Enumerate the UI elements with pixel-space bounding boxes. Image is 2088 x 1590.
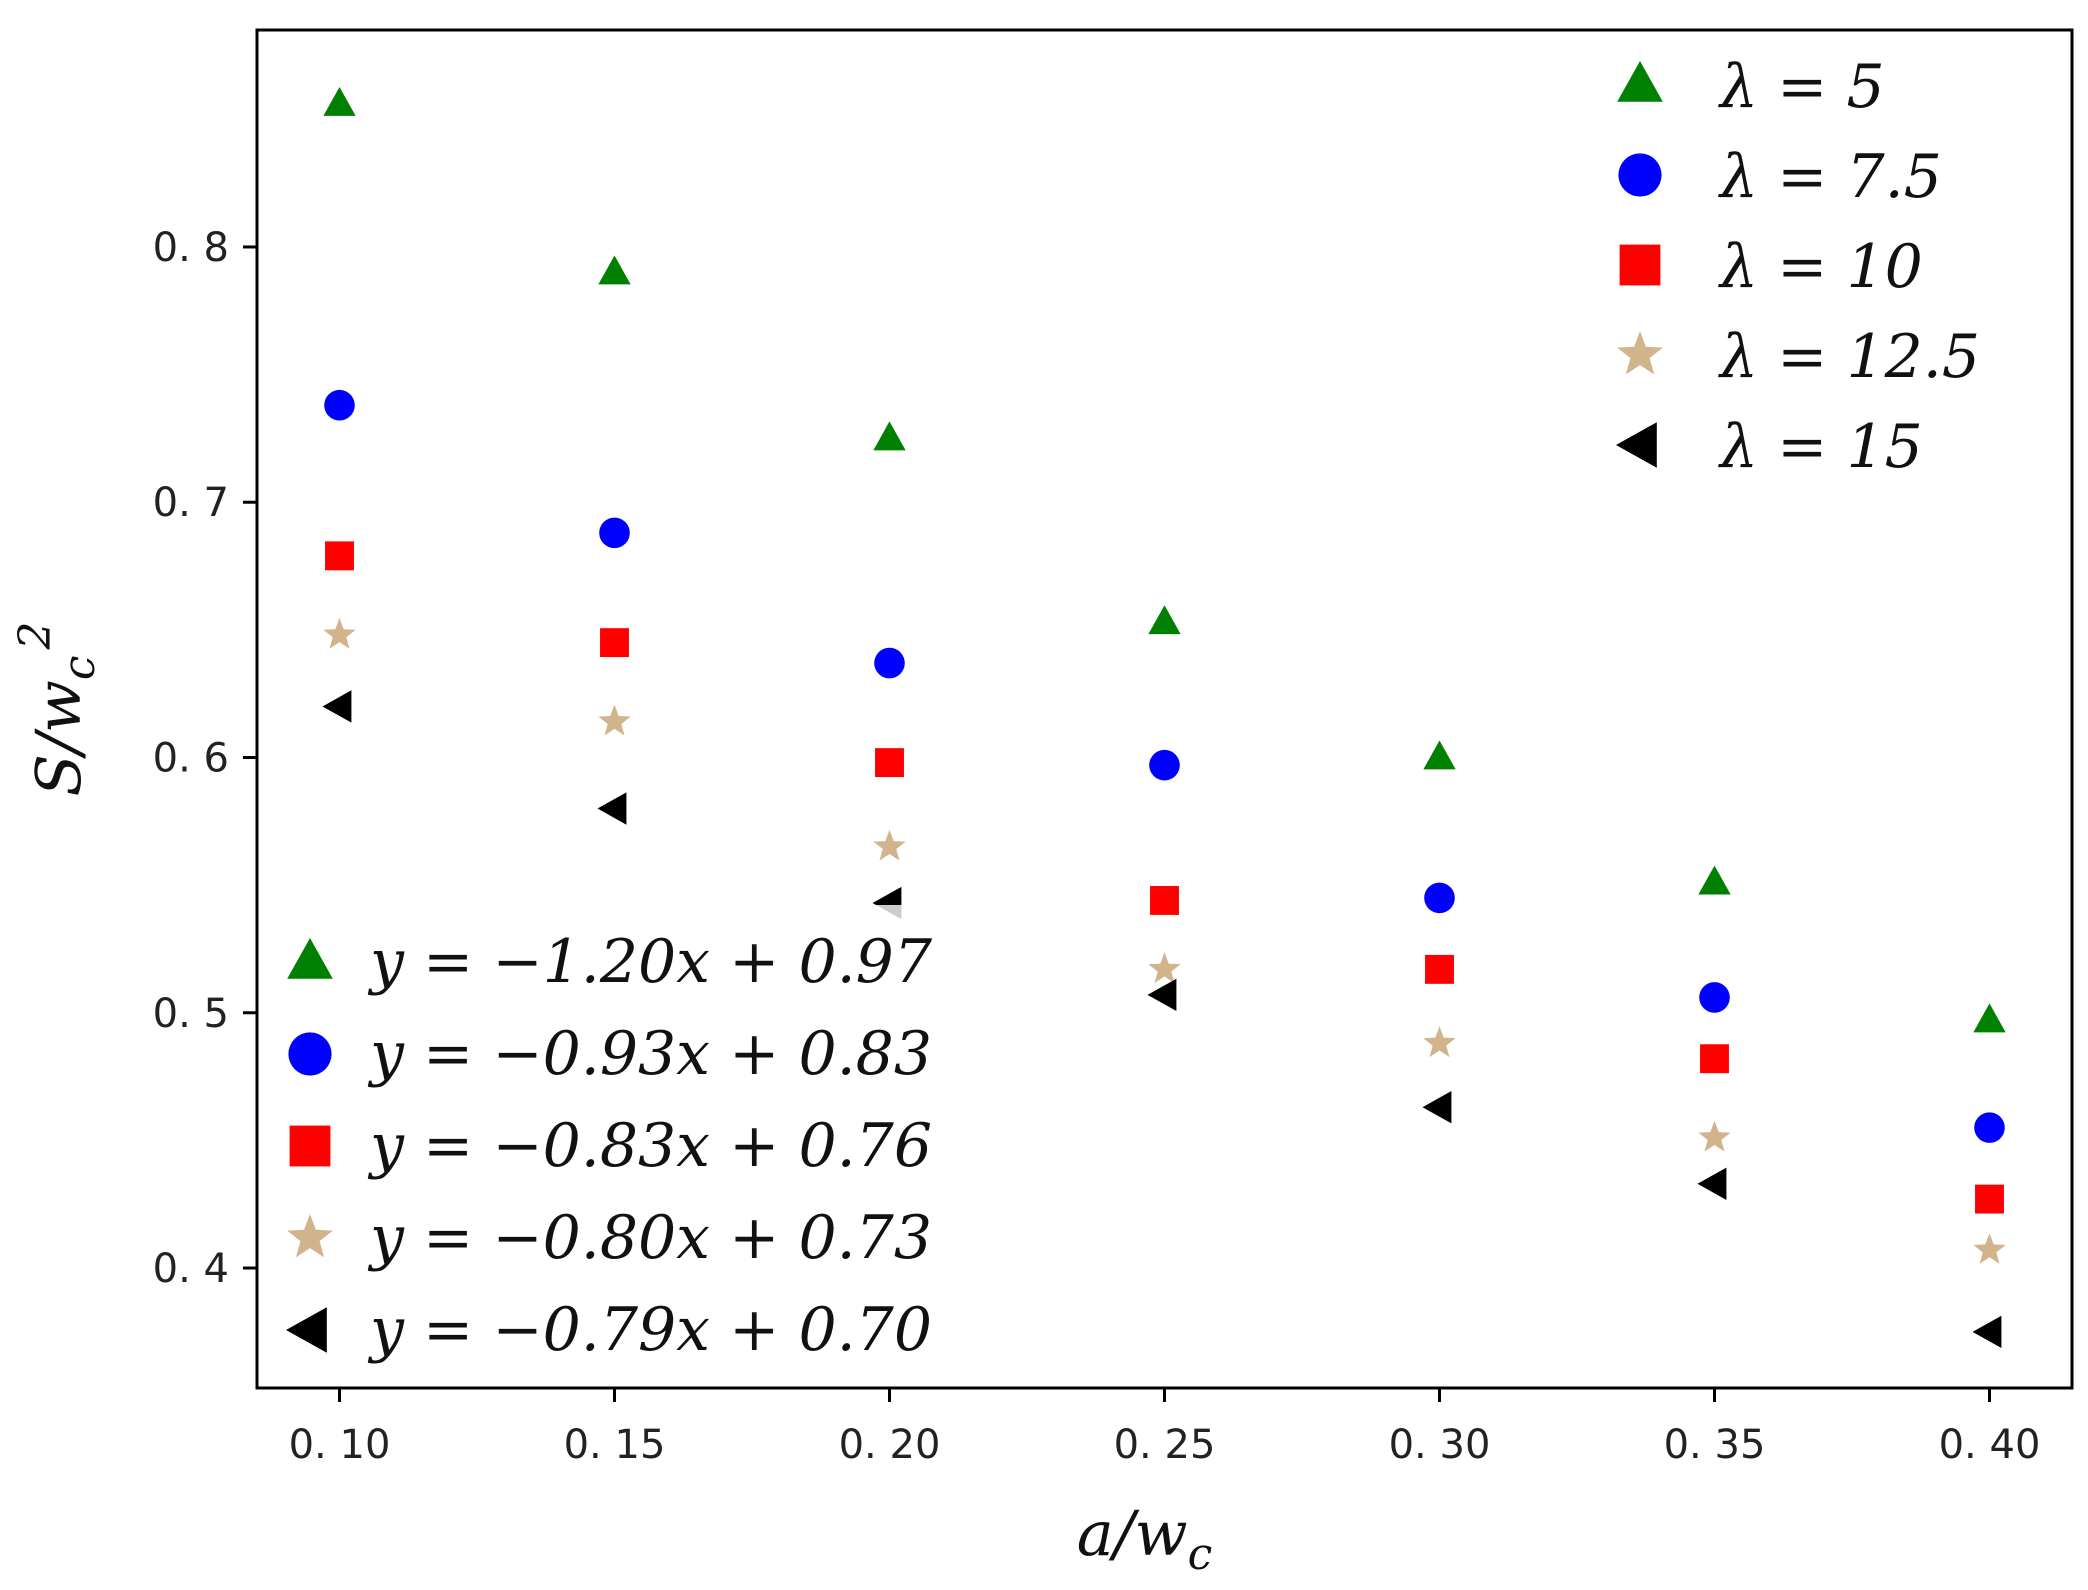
data-point: [322, 690, 352, 723]
data-point: [1147, 978, 1177, 1012]
data-point: [1698, 1120, 1731, 1152]
data-point: [1975, 1184, 2004, 1214]
data-point: [597, 792, 627, 825]
data-point: [1423, 1026, 1456, 1058]
legend-bottom-left-box: [270, 905, 930, 1375]
x-tick-label: 0. 15: [564, 1422, 666, 1468]
legend-equation: y = −0.83x + 0.76: [367, 1111, 932, 1181]
legend-marker: [287, 938, 333, 979]
data-point: [874, 647, 905, 679]
x-tick-label: 0. 20: [839, 1422, 941, 1468]
legend-marker: [1617, 331, 1663, 375]
data-point: [1972, 1315, 2002, 1348]
data-point: [1973, 1233, 2006, 1264]
data-point: [598, 704, 631, 736]
legend-layer: λ = 5 λ = 7.5 λ = 10 λ = 12.5 λ = 15 y = −1.2…: [270, 40, 2060, 1375]
data-point: [873, 421, 906, 451]
y-tick-label: 0. 8: [153, 225, 229, 271]
data-marks-layer: [322, 87, 2006, 1348]
legend-label: λ = 15: [1718, 412, 1923, 482]
y-axis-title: S/wc2: [10, 621, 105, 796]
series-group: [323, 87, 2006, 1033]
legend-label: λ = 7.5: [1718, 142, 1942, 212]
x-tick-label: 0. 40: [1939, 1422, 2041, 1468]
legend-marker: [289, 1125, 331, 1167]
legend-equation: y = −0.79x + 0.70: [367, 1295, 932, 1365]
x-tick-label: 0. 30: [1389, 1422, 1491, 1468]
data-point: [1150, 885, 1179, 915]
legend-marker: [286, 1307, 327, 1353]
data-point: [324, 389, 355, 421]
series-group: [324, 389, 2005, 1143]
x-tick-label: 0. 25: [1114, 1422, 1216, 1468]
data-point: [1148, 952, 1181, 984]
data-point: [599, 517, 630, 549]
legend-label: λ = 10: [1718, 232, 1923, 302]
legend-marker: [288, 1032, 332, 1076]
legend-label: λ = 5: [1718, 52, 1885, 122]
series-group: [325, 541, 2004, 1214]
data-point: [875, 748, 904, 778]
data-point: [1424, 882, 1455, 914]
data-point: [1973, 1003, 2006, 1033]
data-point: [325, 541, 354, 571]
data-point: [323, 618, 356, 649]
legend-equation: y = −1.20x + 0.97: [367, 927, 933, 997]
legend-equation: y = −0.93x + 0.83: [367, 1019, 932, 1089]
data-point: [323, 87, 356, 116]
x-tick-label: 0. 35: [1664, 1422, 1766, 1468]
legend-marker: [1619, 244, 1661, 286]
data-point: [1700, 1044, 1729, 1074]
legend-top-right-box: [1585, 40, 2060, 480]
data-point: [1148, 605, 1181, 635]
series-group: [323, 618, 2006, 1264]
data-point: [1698, 865, 1731, 895]
x-tick-label: 0. 10: [289, 1422, 391, 1468]
legend-marker: [1616, 422, 1657, 468]
data-point: [1422, 1091, 1452, 1124]
data-point: [600, 628, 629, 658]
data-point: [1699, 982, 1730, 1013]
legend-equation: y = −0.80x + 0.73: [367, 1203, 932, 1273]
data-point: [1697, 1167, 1727, 1200]
legend-marker: [1617, 61, 1663, 102]
data-point: [1149, 749, 1180, 781]
data-point: [598, 255, 631, 285]
data-point: [1423, 740, 1456, 770]
legend-label: λ = 12.5: [1718, 322, 1980, 392]
legend-marker: [287, 1214, 333, 1258]
data-point: [1425, 954, 1454, 984]
y-tick-label: 0. 6: [153, 736, 229, 782]
y-tick-label: 0. 4: [153, 1246, 229, 1292]
y-tick-label: 0. 7: [153, 480, 229, 526]
axes-layer: 0. 10 0. 15 0. 20 0. 25 0. 30 0. 35 0. 40 0. 4 0…: [10, 28, 2074, 1580]
y-tick-label: 0. 5: [153, 991, 229, 1037]
data-point: [873, 829, 906, 861]
legend-marker: [1618, 153, 1662, 197]
data-point: [1974, 1112, 2005, 1143]
x-axis-title: a/wc: [1077, 1497, 1213, 1580]
